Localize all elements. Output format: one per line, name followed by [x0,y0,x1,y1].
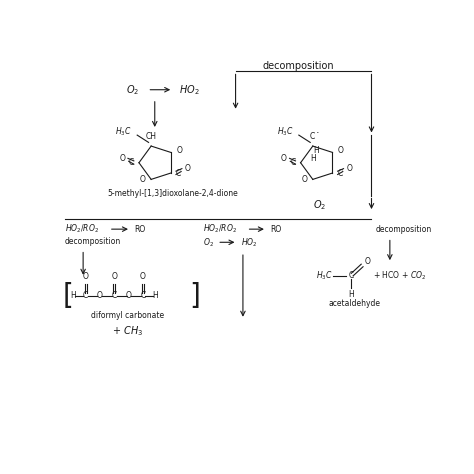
Text: $+$ $CH_3$: $+$ $CH_3$ [111,324,143,337]
Text: O: O [126,292,132,301]
Text: O: O [83,272,89,281]
Text: C: C [337,169,343,178]
Text: decomposition: decomposition [375,225,431,234]
Text: [: [ [63,282,74,310]
Text: $H_3C$: $H_3C$ [115,126,132,138]
Text: O: O [111,272,117,281]
Text: O: O [140,175,146,184]
Text: RO: RO [271,225,282,234]
Text: ]: ] [190,282,201,310]
Text: O: O [281,154,287,163]
Text: $O_2$: $O_2$ [126,83,139,97]
Text: C: C [176,169,181,178]
Text: $HO_2$: $HO_2$ [241,236,258,248]
Text: 5-methyl-[1,3]dioxolane-2,4-dione: 5-methyl-[1,3]dioxolane-2,4-dione [107,189,238,198]
Text: H: H [153,292,158,301]
Text: $H_3C$: $H_3C$ [316,270,333,282]
Text: $HO_2/RO_2$: $HO_2/RO_2$ [65,223,99,236]
Text: C: C [310,132,315,141]
Text: CH: CH [146,132,156,141]
Text: C: C [128,158,134,167]
Text: C: C [112,292,117,301]
Text: O: O [97,292,102,301]
Text: O: O [185,164,191,173]
Text: $HO_2/RO_2$: $HO_2/RO_2$ [202,223,237,236]
Text: H: H [310,154,316,163]
Text: O: O [140,272,146,281]
Text: $H_3C$: $H_3C$ [277,126,294,138]
Text: O: O [176,146,182,155]
Text: decomposition: decomposition [262,61,334,71]
Text: C: C [290,158,295,167]
Text: diformyl carbonate: diformyl carbonate [91,311,164,320]
Text: C: C [140,292,146,301]
Text: O: O [119,154,125,163]
Text: H: H [313,146,319,155]
Text: decomposition: decomposition [65,237,121,246]
Text: O: O [346,164,352,173]
Text: $O_2$: $O_2$ [313,198,327,211]
Text: H: H [70,292,76,301]
Text: $HO_2$: $HO_2$ [179,83,200,97]
Text: O: O [338,146,344,155]
Text: RO: RO [135,225,146,234]
Text: O: O [364,257,370,266]
Text: $O_2$: $O_2$ [202,236,213,248]
Text: O: O [301,175,307,184]
Text: C: C [349,272,354,280]
Text: C: C [83,292,88,301]
Text: $+$ HCO $+$ $CO_2$: $+$ HCO $+$ $CO_2$ [374,270,427,282]
Text: H: H [348,291,354,300]
Text: acetaldehyde: acetaldehyde [329,299,381,308]
Text: ·: · [316,128,319,138]
